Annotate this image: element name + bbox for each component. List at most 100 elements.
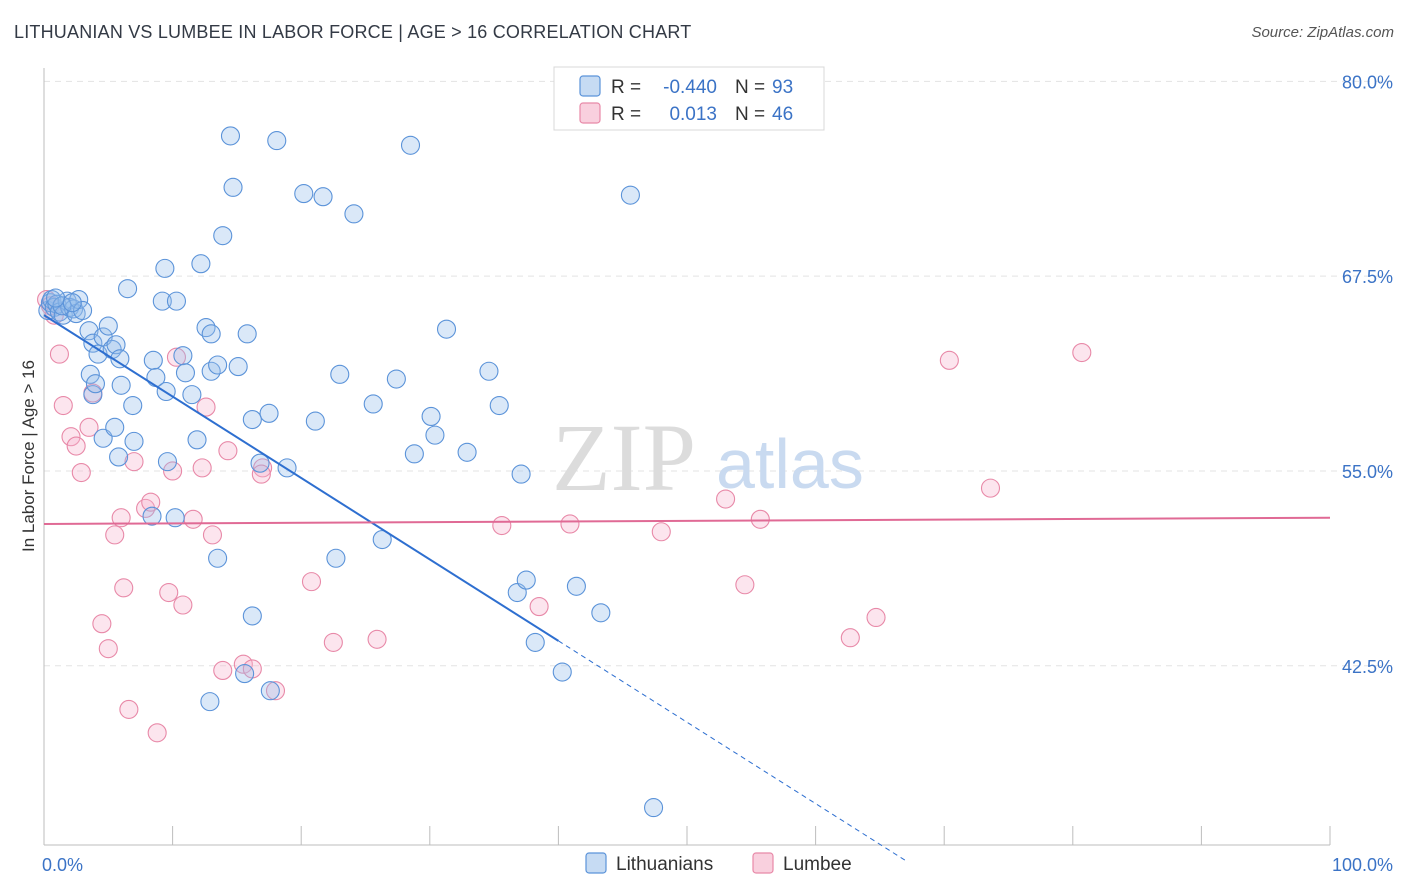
legend-r-value-2: 0.013 <box>669 104 717 125</box>
lithuanian-point <box>182 385 202 405</box>
lithuanian-point <box>242 410 262 430</box>
lithuanian-point <box>235 664 255 684</box>
lithuanian-point <box>175 363 196 383</box>
lumbee-point <box>119 699 139 719</box>
lithuanian-point <box>143 350 163 370</box>
legend-swatch-lumbee <box>579 102 601 124</box>
lithuanian-point <box>489 395 509 416</box>
lumbee-point <box>735 575 755 595</box>
lithuanian-point <box>118 279 138 299</box>
lithuanian-point <box>152 291 172 311</box>
lithuanian-point <box>591 603 611 623</box>
lithuanian-point <box>566 576 586 596</box>
lumbee-point <box>105 525 125 545</box>
lumbee-point <box>166 347 187 367</box>
lithuanian-point <box>421 406 441 426</box>
lithuanian-point <box>305 411 325 431</box>
lithuanian-point <box>200 692 220 712</box>
lithuanian-point <box>400 135 421 155</box>
lithuanian-point <box>516 570 536 590</box>
lithuanian-point <box>166 291 187 311</box>
lithuanian-point <box>344 204 364 224</box>
lumbee-point <box>202 525 223 545</box>
lithuanian-point <box>326 548 346 568</box>
lumbee-point <box>147 723 167 743</box>
legend-n-label-2: N = <box>735 104 765 125</box>
lumbee-point <box>92 614 112 634</box>
legend-n-value-1: 93 <box>772 77 793 98</box>
y-tick-label-1: 55.0% <box>1342 462 1393 482</box>
legend-r-value-1: -0.440 <box>663 77 717 98</box>
lithuanian-point <box>525 632 545 652</box>
gridlines <box>44 80 1393 667</box>
lithuanian-point <box>242 606 262 626</box>
lithuanian-point <box>259 403 279 423</box>
lithuanian-point <box>457 442 477 462</box>
lithuanian-point <box>46 288 66 308</box>
lithuanian-point <box>363 394 383 414</box>
lumbee-point <box>66 436 86 456</box>
lithuanian-point <box>294 184 314 204</box>
watermark-zip: ZIP <box>552 404 696 511</box>
lumbee-point <box>529 597 549 617</box>
lithuanian-point <box>479 361 499 381</box>
lumbee-point <box>213 660 233 681</box>
lithuanian-points <box>38 126 664 818</box>
x-tick-min: 0.0% <box>42 855 83 875</box>
bottom-legend-lumbee: Lumbee <box>783 854 852 875</box>
lumbee-point <box>265 681 286 701</box>
lumbee-point <box>196 397 216 417</box>
legend-swatch-lithuanians <box>579 75 601 97</box>
lithuanian-point <box>201 324 221 344</box>
lithuanian-point <box>267 131 287 151</box>
lithuanian-point <box>157 452 178 472</box>
lithuanian-point <box>80 364 100 384</box>
lithuanians-trend-extension <box>558 640 906 862</box>
series-legend: Lithuanians Lumbee <box>585 852 852 875</box>
lumbee-point <box>173 595 193 615</box>
lumbee-point <box>114 578 134 598</box>
lumbee-point <box>61 427 81 447</box>
lithuanian-point <box>260 681 280 701</box>
y-tick-label-2: 67.5% <box>1342 267 1393 287</box>
legend-n-value-2: 46 <box>772 104 793 125</box>
lumbee-point <box>159 582 179 603</box>
lumbee-point <box>79 417 99 437</box>
lithuanian-point <box>109 447 129 467</box>
legend-r-label-1: R = <box>611 77 641 98</box>
lumbee-point <box>716 489 736 509</box>
correlation-legend: R = -0.440 N = 93 R = 0.013 N = 46 <box>553 66 825 131</box>
lumbee-point <box>323 632 343 652</box>
lithuanian-point <box>142 506 162 526</box>
y-tick-label-0: 42.5% <box>1342 657 1393 677</box>
lithuanian-point <box>313 187 333 207</box>
lithuanian-point <box>208 355 228 375</box>
axes <box>43 68 1331 846</box>
lithuanian-point <box>123 395 143 416</box>
lumbee-point <box>939 350 959 370</box>
lithuanian-point <box>208 548 228 568</box>
lithuanian-point <box>404 444 424 464</box>
lumbee-point <box>136 498 156 518</box>
lithuanian-point <box>187 430 207 450</box>
bottom-legend-swatch-lithuanians <box>585 852 607 874</box>
lumbee-point <box>980 478 1001 498</box>
lumbee-point <box>192 458 212 478</box>
lumbee-point <box>301 572 322 592</box>
lithuanian-point <box>105 417 125 437</box>
bottom-legend-lithuanians: Lithuanians <box>616 854 713 875</box>
source-credit: Source: ZipAtlas.com <box>1251 24 1394 41</box>
lumbee-point <box>218 441 238 461</box>
lithuanian-point <box>372 530 392 550</box>
lithuanian-point <box>191 254 211 274</box>
lumbee-point <box>141 492 161 512</box>
lithuanian-point <box>620 185 640 205</box>
y-axis-label: In Labor Force | Age > 16 <box>19 360 38 552</box>
lithuanian-point <box>85 374 105 394</box>
chart-title: LITHUANIAN VS LUMBEE IN LABOR FORCE | AG… <box>14 22 692 42</box>
lumbee-point <box>49 344 69 364</box>
lumbee-point <box>866 607 886 628</box>
lithuanian-point <box>386 369 406 389</box>
lithuanian-point <box>196 318 216 338</box>
